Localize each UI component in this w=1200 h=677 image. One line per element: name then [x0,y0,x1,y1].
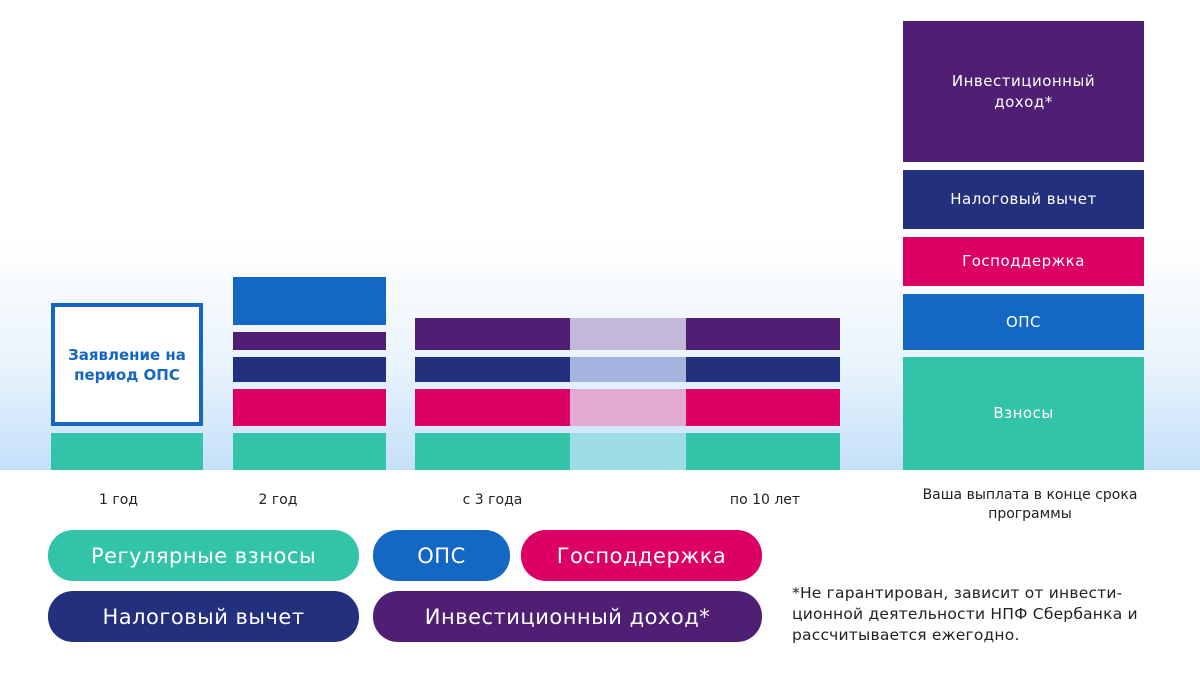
col3-state-right [686,389,840,426]
label-year-1: 1 год [99,492,138,508]
col3-state-left [415,389,570,426]
legend-investment-income: Инвестиционный доход* [373,591,762,642]
ops-application-text: Заявление на период ОПС [68,345,186,384]
final-investment-label: Инвестиционный доход* [951,71,1096,111]
final-state-label: Господдержка [962,252,1085,270]
final-tax-block: Налоговый вычет [903,170,1144,229]
col3-contributions-mid [570,433,686,470]
col3-investment-left [415,318,570,350]
label-payout: Ваша выплата в конце срока программы [922,487,1138,522]
legend-ops-label: ОПС [417,543,466,568]
col2-state-block [233,389,386,426]
final-ops-label: ОПС [1005,312,1042,331]
col3-investment-right [686,318,840,350]
legend-investment-label: Инвестиционный доход* [424,604,711,629]
col2-contributions-block [233,433,386,470]
final-contributions-block: Взносы [903,357,1144,470]
final-ops-block: ОПС [903,294,1144,350]
final-state-block: Господдержка [903,237,1144,286]
legend-state-label: Господдержка [556,543,727,568]
col3-tax-right [686,357,840,382]
legend-ops: ОПС [373,530,510,581]
label-up-to-10-years: по 10 лет [729,492,801,508]
col3-tax-left [415,357,570,382]
legend-state-support: Господдержка [521,530,762,581]
legend-regular-label: Регулярные взносы [90,543,317,568]
col3-contributions-left [415,433,570,470]
final-contributions-label: Взносы [993,404,1054,422]
legend-regular-contributions: Регулярные взносы [48,530,359,581]
col1-contributions-block [51,433,203,470]
legend-tax-deduction: Налоговый вычет [48,591,359,642]
legend-tax-label: Налоговый вычет [102,604,305,629]
ops-application-box: Заявление на период ОПС [51,303,203,426]
final-tax-label: Налоговый вычет [950,190,1097,208]
col3-state-mid [570,389,686,426]
label-year-2: 2 год [258,492,298,508]
col3-tax-mid [570,357,686,382]
footnote: *Не гарантирован, зависит от инвести-цио… [792,584,1138,644]
final-investment-block: Инвестиционный доход* [903,21,1144,162]
col2-investment-block [233,332,386,350]
col2-ops-block [233,277,386,325]
col2-tax-block [233,357,386,382]
col3-investment-mid [570,318,686,350]
col3-contributions-right [686,433,840,470]
label-from-year-3: с 3 года [462,492,523,508]
